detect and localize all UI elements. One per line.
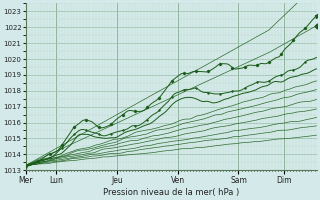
X-axis label: Pression niveau de la mer( hPa ): Pression niveau de la mer( hPa ) [103,188,239,197]
